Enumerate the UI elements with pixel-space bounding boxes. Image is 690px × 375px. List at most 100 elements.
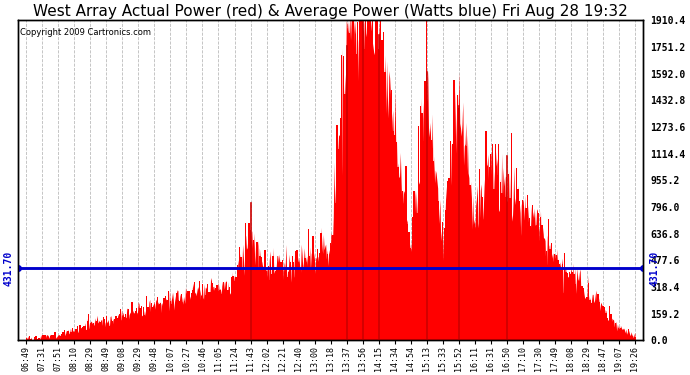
Bar [553, 262, 554, 340]
Bar [126, 316, 128, 340]
Bar [99, 322, 101, 340]
Bar [223, 282, 224, 340]
Bar [567, 273, 569, 340]
Bar [251, 253, 253, 340]
Bar [509, 198, 511, 340]
Bar [229, 288, 230, 340]
Bar [310, 277, 312, 340]
Bar [423, 141, 424, 340]
Bar [633, 338, 634, 340]
Bar [121, 322, 123, 340]
Bar [593, 312, 594, 340]
Bar [206, 284, 208, 340]
Bar [138, 316, 139, 340]
Bar [269, 280, 270, 340]
Bar [215, 288, 216, 340]
Bar [224, 303, 226, 340]
Bar [551, 243, 552, 340]
Bar [580, 296, 581, 340]
Bar [399, 194, 400, 340]
Bar [165, 296, 166, 340]
Bar [410, 248, 411, 340]
Bar [268, 267, 269, 340]
Bar [442, 222, 444, 340]
Bar [154, 304, 155, 340]
Bar [70, 332, 72, 340]
Bar [407, 224, 408, 340]
Bar [266, 271, 267, 340]
Bar [413, 191, 415, 340]
Bar [304, 258, 306, 340]
Bar [469, 185, 471, 340]
Bar [573, 274, 575, 340]
Bar [136, 308, 137, 340]
Bar [234, 281, 235, 340]
Bar [599, 302, 600, 340]
Bar [77, 326, 78, 340]
Bar [202, 284, 203, 340]
Bar [117, 318, 118, 340]
Bar [500, 183, 501, 340]
Bar [157, 297, 158, 340]
Bar [237, 265, 238, 340]
Bar [211, 283, 213, 340]
Bar [629, 338, 631, 340]
Bar [166, 300, 168, 340]
Bar [434, 211, 435, 340]
Bar [235, 277, 237, 340]
Bar [525, 208, 526, 340]
Bar [514, 201, 515, 340]
Bar [295, 251, 296, 340]
Bar [375, 20, 376, 340]
Bar [30, 339, 32, 340]
Bar [591, 303, 592, 340]
Bar [530, 226, 531, 340]
Bar [610, 314, 611, 340]
Bar [339, 118, 341, 340]
Bar [176, 293, 177, 340]
Bar [245, 223, 246, 340]
Bar [620, 328, 621, 340]
Bar [559, 264, 560, 340]
Bar [48, 338, 50, 340]
Bar [395, 142, 397, 340]
Bar [55, 332, 56, 340]
Bar [91, 326, 92, 340]
Bar [353, 20, 354, 340]
Bar [219, 294, 221, 340]
Bar [308, 229, 309, 340]
Bar [56, 339, 57, 340]
Bar [59, 336, 61, 340]
Bar [37, 339, 38, 340]
Bar [504, 197, 506, 340]
Bar [503, 225, 504, 340]
Bar [466, 146, 467, 340]
Bar [355, 54, 357, 340]
Bar [41, 335, 43, 340]
Bar [515, 168, 517, 340]
Bar [634, 337, 635, 340]
Bar [103, 317, 104, 340]
Bar [473, 228, 474, 340]
Bar [624, 334, 626, 340]
Bar [450, 141, 451, 340]
Bar [495, 144, 496, 340]
Bar [433, 161, 434, 340]
Bar [556, 255, 557, 340]
Bar [348, 72, 349, 340]
Bar [199, 281, 200, 340]
Bar [338, 149, 339, 340]
Bar [463, 169, 464, 340]
Bar [175, 304, 176, 340]
Bar [477, 261, 479, 340]
Bar [332, 236, 333, 340]
Bar [397, 167, 399, 340]
Title: West Array Actual Power (red) & Average Power (Watts blue) Fri Aug 28 19:32: West Array Actual Power (red) & Average … [33, 4, 628, 19]
Bar [213, 306, 215, 340]
Bar [197, 297, 198, 340]
Bar [261, 257, 262, 340]
Bar [622, 334, 623, 340]
Bar [34, 336, 35, 340]
Bar [615, 323, 616, 340]
Bar [128, 309, 130, 340]
